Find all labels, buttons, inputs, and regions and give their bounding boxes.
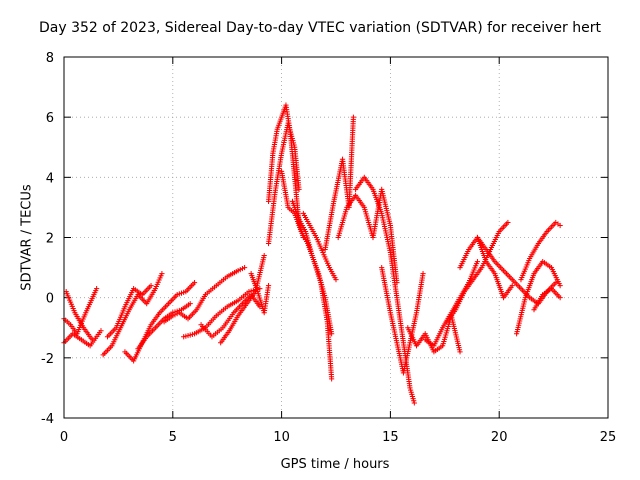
y-tick-label: 6 <box>46 111 54 126</box>
data-point-sat-h <box>242 264 248 271</box>
x-axis-label: GPS time / hours <box>280 457 390 472</box>
data-point-sat-f <box>191 280 198 286</box>
data-point-sat-e <box>148 283 154 289</box>
data-point-sat-r <box>350 114 357 120</box>
data-point-sat-t <box>411 400 417 406</box>
data-point-sat-v <box>457 349 463 355</box>
data-point-sat-k <box>261 252 267 259</box>
data-point-sat-c <box>89 337 95 343</box>
x-tick-label: 15 <box>382 430 399 445</box>
x-tick-label: 5 <box>169 430 177 445</box>
x-tick-label: 10 <box>273 430 290 445</box>
plot-frame <box>63 56 609 419</box>
data-point-sat-z <box>553 280 559 286</box>
data-point-sat-n <box>296 186 302 192</box>
x-tick-label: 20 <box>491 430 508 445</box>
y-tick-label: -2 <box>41 352 54 367</box>
data-point-sat-w <box>474 258 481 265</box>
data-point-sat-ab <box>557 222 563 229</box>
x-tick-label: 25 <box>600 430 617 445</box>
y-tick-label: 8 <box>46 51 54 66</box>
data-point-sat-ac <box>557 295 563 301</box>
data-point-sat-p <box>329 331 335 337</box>
data-point-sat-y <box>509 283 515 289</box>
x-tick-label: 0 <box>60 430 68 445</box>
data-point-sat-l <box>265 283 272 289</box>
tick-layer: 0 5 10 15 20 25 -4 -2 0 2 4 6 8 <box>41 51 616 445</box>
data-point-sat-x <box>505 219 511 226</box>
data-point-sat-aa <box>557 283 563 289</box>
data-point-sat-a <box>94 286 100 292</box>
y-tick-label: 2 <box>46 232 54 247</box>
data-point-sat-b <box>98 328 104 334</box>
data-point-sat-d <box>159 271 165 277</box>
data-point-sat-g <box>187 301 193 307</box>
chart-title: Day 352 of 2023, Sidereal Day-to-day VTE… <box>39 20 601 36</box>
data-layer <box>61 102 563 406</box>
data-point-sat-u <box>420 271 426 277</box>
data-point-sat-i <box>257 286 263 292</box>
y-tick-label: 4 <box>46 171 54 186</box>
data-point-sat-o <box>329 376 335 382</box>
data-point-sat-q <box>333 277 339 283</box>
y-axis-label: SDTVAR / TECUs <box>19 184 35 291</box>
y-tick-label: 0 <box>46 292 54 307</box>
y-tick-label: -4 <box>41 412 54 427</box>
